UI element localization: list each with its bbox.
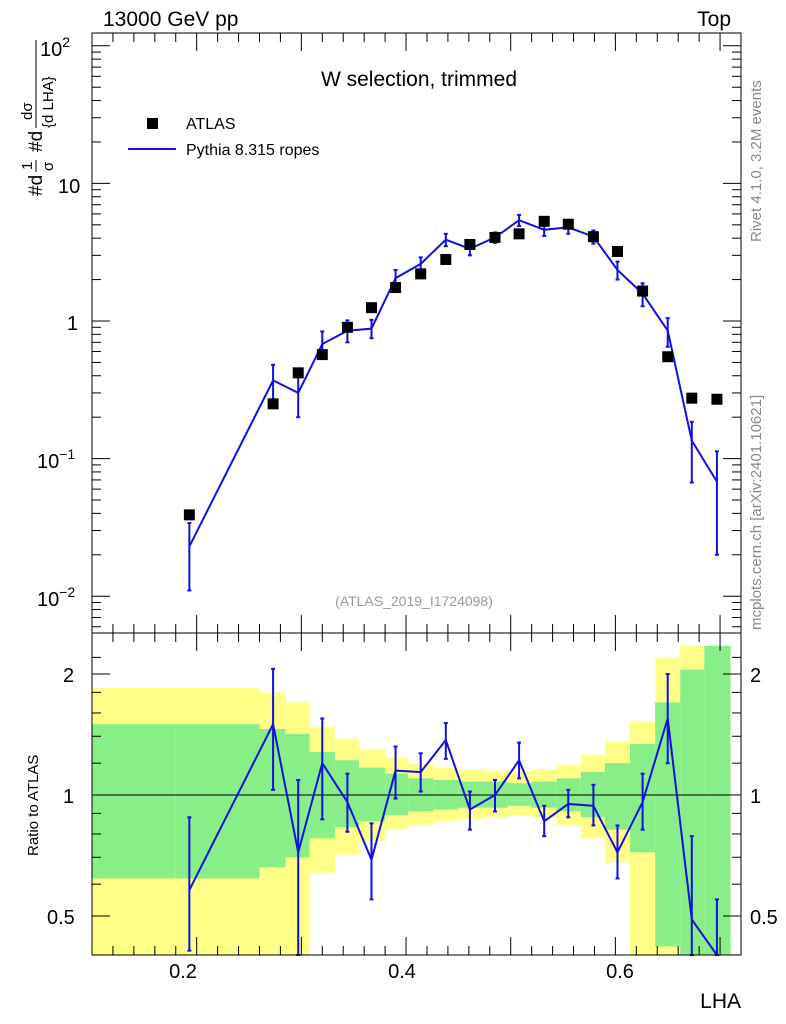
rivet-version-label: Rivet 4.1.0, 3.2M events <box>748 80 765 242</box>
data-point-3 <box>316 349 328 361</box>
reference-label: (ATLAS_2019_I1724098) <box>335 593 493 609</box>
ratio-band-inner-16 <box>604 763 631 830</box>
main-panel <box>91 32 742 634</box>
y-tick-0.1-base: 10 <box>37 451 59 473</box>
data-point-8 <box>440 253 452 265</box>
x-tick-label-0.6: 0.6 <box>606 961 634 983</box>
data-point-7 <box>415 268 427 280</box>
data-point-13 <box>562 218 574 230</box>
y-tick-label-10: 10 <box>58 176 80 198</box>
y-tick-label-0.1: 10−1 <box>37 446 75 473</box>
ylabel-one: 1 <box>19 162 36 170</box>
ratio-axis-label: Ratio to ATLAS <box>25 755 42 856</box>
ylabel-dsigma: dσ <box>19 102 36 120</box>
data-point-16 <box>637 285 649 297</box>
data-point-12 <box>538 215 550 227</box>
x-tick-label-0.4: 0.4 <box>388 961 416 983</box>
y-tick-0.01-base: 10 <box>37 589 59 611</box>
legend-data-marker <box>147 118 158 129</box>
ylabel-hash-d-2: #d <box>26 131 47 152</box>
data-point-19 <box>711 393 723 405</box>
y-tick-label-100: 102 <box>40 34 70 61</box>
ratio-panel <box>91 632 742 956</box>
header-observable: Top <box>697 8 731 31</box>
y-tick-label-0.01: 10−2 <box>37 584 75 611</box>
data-point-0 <box>183 509 195 521</box>
header-process: 13000 GeV pp <box>103 8 239 31</box>
ratio-tick-0.5-right: 0.5 <box>750 907 778 929</box>
mcplots-source-label: mcplots.cern.ch [arXiv:2401.10621] <box>748 394 765 630</box>
data-point-17 <box>662 351 674 363</box>
ratio-band-inner-6 <box>358 767 386 822</box>
data-point-15 <box>611 245 623 257</box>
ratio-band-inner-1 <box>175 724 260 879</box>
data-point-11 <box>513 228 525 240</box>
data-point-2 <box>292 367 304 379</box>
ratio-tick-1-left: 1 <box>63 786 74 808</box>
y-tick-label-1: 1 <box>67 313 78 335</box>
y-axis-label: #d 1 σ #d dσ {d LHA} <box>19 40 57 196</box>
y-tick-100-base: 10 <box>40 39 62 61</box>
ylabel-sigma: σ <box>40 161 57 171</box>
data-point-1 <box>267 398 279 410</box>
y-tick-0.1-exp: −1 <box>59 446 75 462</box>
ratio-band-inner-0 <box>92 724 176 879</box>
data-point-18 <box>686 392 698 404</box>
legend-mc-label: Pythia 8.315 ropes <box>186 142 319 159</box>
ratio-band-inner-12 <box>507 783 532 806</box>
ratio-tick-0.5-left: 0.5 <box>47 907 75 929</box>
data-point-6 <box>390 282 402 294</box>
legend-data-label: ATLAS <box>186 116 236 133</box>
x-axis-label: LHA <box>700 990 741 1013</box>
legend: ATLAS Pythia 8.315 ropes <box>128 116 319 159</box>
chart-title: W selection, trimmed <box>321 68 517 91</box>
data-point-9 <box>464 238 476 250</box>
ratio-tick-2-left: 2 <box>63 665 74 687</box>
ratio-tick-2-right: 2 <box>750 665 761 687</box>
ratio-frame <box>91 632 742 956</box>
y-tick-0.01-exp: −2 <box>59 584 75 600</box>
data-point-5 <box>365 302 377 314</box>
ratio-tick-1-right: 1 <box>750 786 761 808</box>
ratio-mc-line <box>188 718 718 956</box>
data-point-4 <box>341 321 353 333</box>
x-tick-label-0.2: 0.2 <box>169 961 197 983</box>
ylabel-dlha: {d LHA} <box>40 76 57 128</box>
mc-line <box>188 219 718 547</box>
y-tick-100-exp: 2 <box>62 34 70 50</box>
ylabel-hash-d-1: #d <box>26 175 47 196</box>
data-point-14 <box>587 231 599 243</box>
data-point-10 <box>489 231 501 243</box>
